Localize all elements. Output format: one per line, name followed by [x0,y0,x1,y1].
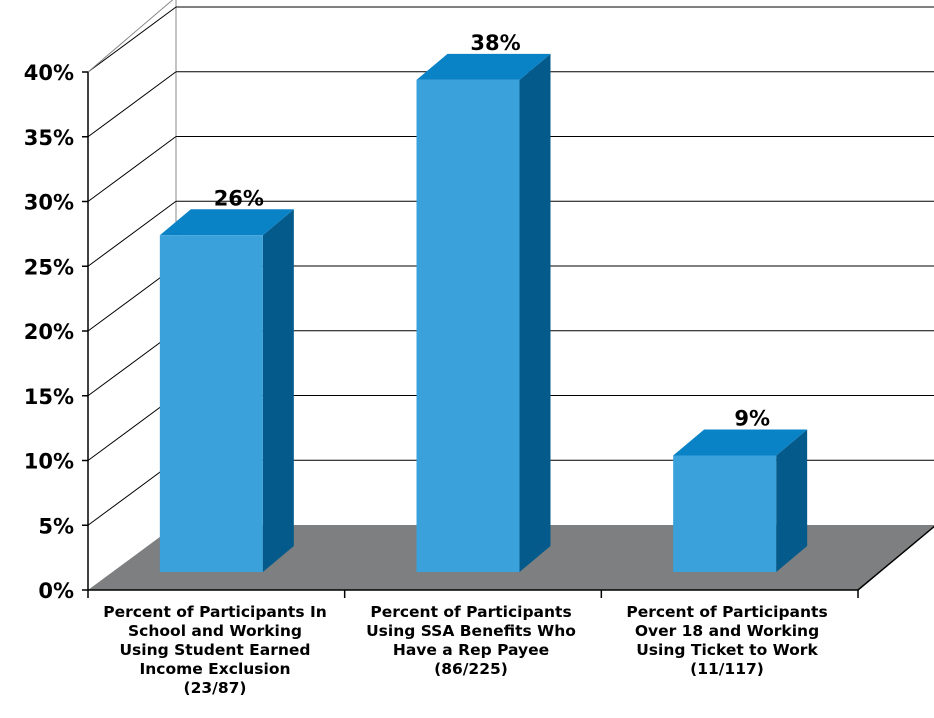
y-tick-label: 0% [38,579,74,603]
bar-front [159,235,263,573]
gridline-side [87,71,177,138]
axes [82,71,934,598]
gridline-side [87,200,177,267]
y-tick-label: 20% [24,320,74,344]
bar-top [673,429,808,456]
y-tick-label: 30% [24,191,74,215]
data-label: 38% [470,31,520,55]
x-tick-label: Percent of Participants In School and Wo… [103,603,327,697]
y-tick-label: 25% [24,255,74,279]
bar-top [416,53,551,80]
y-tick-label: 10% [24,450,74,474]
y-tick-labels: 0% 5% 10% 15% 20% 25% 30% 35% 40% [24,61,74,603]
x-tick-label: Percent of Participants Using SSA Benefi… [366,603,576,678]
data-labels: 26% 38% 9% [214,31,770,431]
bar-side [776,429,808,572]
data-label: 26% [214,186,264,210]
y-tick-label: 5% [38,514,74,538]
gridline-side [87,6,177,73]
gridline-side [87,136,177,202]
x-axis-depth [857,525,934,591]
y-tick-label: 40% [24,61,74,85]
bar-front [673,455,777,572]
bar-top [159,209,294,236]
y-tick-label: 35% [24,126,74,150]
x-tick-label: Percent of Participants Over 18 and Work… [626,603,828,678]
bar [159,209,294,573]
bar [673,429,808,572]
wall-top-edge [87,0,174,73]
bar-side [519,53,551,572]
gridlines [87,0,934,526]
bars [159,53,808,573]
bar-front [416,79,520,573]
y-tick-label: 15% [24,385,74,409]
bar-side [262,209,294,573]
data-label: 9% [734,406,770,430]
bar [416,53,551,573]
